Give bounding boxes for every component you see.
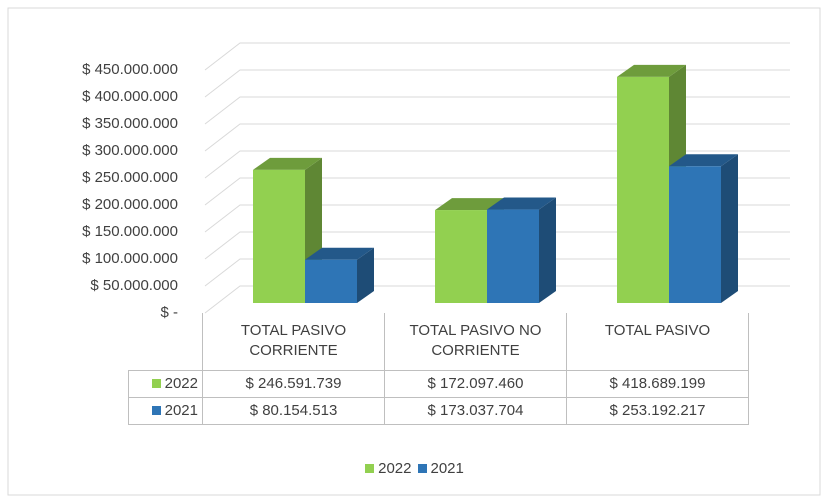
table-legend-key: 2021 [128,396,203,425]
value-label: $ 172.097.460 [384,369,567,398]
bar-top [435,198,504,211]
table-corner [129,313,203,370]
grid-line [204,204,790,233]
y-tick-label: $ 200.000.000 [82,196,178,213]
value-label: $ 80.154.513 [202,396,385,425]
y-tick-label: $ 350.000.000 [82,115,178,132]
value-label: $ 173.037.704 [384,396,567,425]
y-tick-label: $ 450.000.000 [82,61,178,78]
series-name: 2022 [164,375,198,392]
y-tick-label: $ 400.000.000 [82,88,178,105]
grid-line [204,258,790,287]
category-label: TOTAL PASIVO CORRIENTE [202,313,385,371]
bar-top [617,64,686,77]
grid-line [204,123,790,152]
bar [669,166,721,303]
y-tick-label: $ 50.000.000 [90,277,178,294]
legend: 2022 2021 [0,460,829,477]
legend-swatch [417,464,427,473]
chart-border [7,7,821,496]
grid-line [204,42,790,71]
bar-top [669,154,738,167]
bar-side [357,247,374,303]
y-tick-label: $ 150.000.000 [82,223,178,240]
value-label: $ 253.192.217 [566,396,749,425]
bar-side [539,197,556,303]
legend-label: 2022 [378,460,412,477]
bar-top [487,197,556,210]
table-row: 2022 $ 246.591.739 $ 172.097.460 $ 418.689.… [128,369,749,398]
table-row: 2021 $ 80.154.513 $ 173.037.704 $ 253.192.2… [128,396,749,425]
grid-line [204,231,790,260]
bar-top [305,247,374,260]
table-legend-key: 2022 [128,369,203,398]
y-tick-label: $ 250.000.000 [82,169,178,186]
bar [435,210,487,303]
value-label: $ 418.689.199 [566,369,749,398]
bar [617,76,669,303]
bar-top [253,157,322,170]
bar [487,209,539,303]
grid-line [204,177,790,206]
bar [305,259,357,303]
y-tick-label: $ 300.000.000 [82,142,178,159]
legend-item: 2021 [417,460,464,477]
table-header-row: TOTAL PASIVO CORRIENTE TOTAL PASIVO NO CO… [129,313,749,371]
legend-swatch [365,464,375,473]
legend-swatch [151,406,161,415]
value-label: $ 246.591.739 [202,369,385,398]
grid-line [204,69,790,98]
category-label: TOTAL PASIVO NO CORRIENTE [384,313,567,371]
bar [253,169,305,303]
data-table: TOTAL PASIVO CORRIENTE TOTAL PASIVO NO CO… [128,313,749,425]
grid-line [204,150,790,179]
legend-label: 2021 [430,460,464,477]
legend-swatch [151,379,161,388]
category-label: TOTAL PASIVO [566,313,749,371]
legend-item: 2022 [365,460,412,477]
y-tick-label: $ - [160,304,178,321]
grid-line [204,96,790,125]
grid-line [204,285,790,314]
y-tick-label: $ 100.000.000 [82,250,178,267]
series-name: 2021 [164,402,198,419]
bar-side [721,154,738,303]
